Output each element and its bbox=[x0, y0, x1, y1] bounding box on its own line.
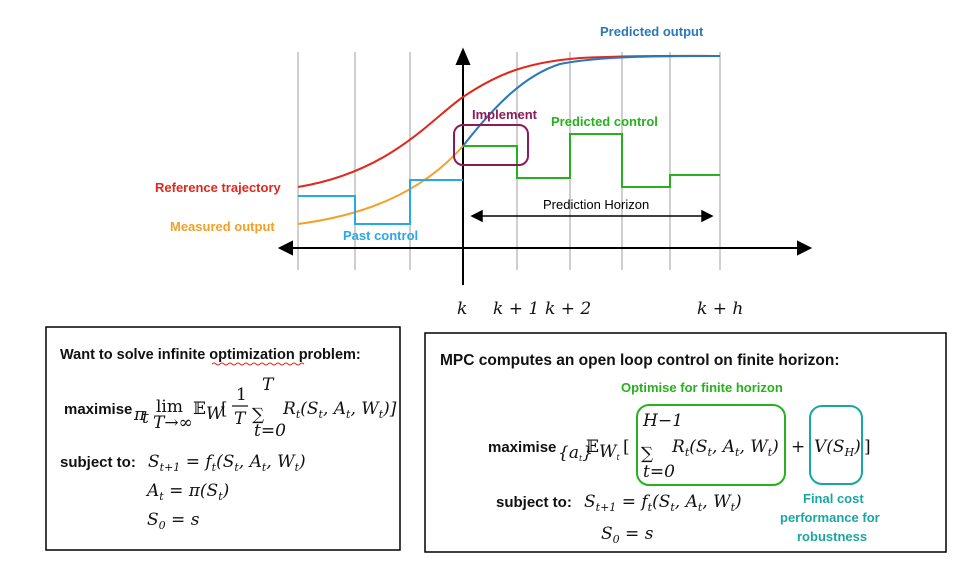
left-box-title: Want to solve infinite optimization prob… bbox=[60, 347, 361, 363]
tick-k-plus-h: k + h bbox=[697, 299, 743, 319]
right-constraint-initial: S0 = s bbox=[601, 524, 654, 546]
measured-output-curve bbox=[297, 145, 464, 225]
left-lim-sub: T→∞ bbox=[153, 413, 193, 433]
right-sub-a: {at} bbox=[558, 443, 593, 463]
mpc-box: MPC computes an open loop control on fin… bbox=[424, 332, 947, 553]
reference-trajectory-label: Reference trajectory bbox=[155, 180, 281, 195]
left-sum-bottom: t=0 bbox=[254, 421, 286, 441]
right-plus: + bbox=[791, 437, 805, 457]
measured-output-label: Measured output bbox=[170, 219, 275, 234]
left-sub-pi: π bbox=[133, 405, 146, 425]
right-constraint-dynamics: St+1 = ft(St, At, Wt) bbox=[584, 492, 742, 514]
implement-label: Implement bbox=[472, 107, 538, 122]
prediction-horizon-label: Prediction Horizon bbox=[543, 197, 649, 212]
right-sum-sign: ∑ bbox=[641, 444, 653, 464]
left-subject-to: subject to: bbox=[60, 454, 136, 471]
finite-horizon-sum-box bbox=[636, 404, 786, 486]
right-bracket-open: [ bbox=[623, 437, 630, 457]
left-frac-num: 1 bbox=[236, 385, 247, 405]
implement-box bbox=[453, 124, 529, 166]
tick-k-plus-1: k + 1 bbox=[493, 299, 539, 319]
left-objective-body: Rt(St, At, Wt)] bbox=[282, 399, 397, 421]
tick-k-plus-2: k + 2 bbox=[545, 299, 591, 319]
infinite-optimization-box: Want to solve infinite optimization prob… bbox=[45, 326, 401, 551]
optimise-finite-horizon-label: Optimise for finite horizon bbox=[621, 380, 783, 395]
predicted-output-label: Predicted output bbox=[600, 24, 704, 39]
left-sum-top: T bbox=[262, 375, 275, 395]
right-expect-sub: Wt bbox=[599, 442, 620, 462]
final-cost-box bbox=[809, 405, 863, 485]
left-constraint-policy: At = π(St) bbox=[145, 481, 229, 503]
final-cost-line1: Final cost bbox=[803, 491, 864, 506]
spellcheck-underline bbox=[211, 362, 305, 366]
right-sum-top: H−1 bbox=[642, 411, 683, 431]
left-bracket-open: [ bbox=[221, 399, 228, 419]
time-axis-arrow-left bbox=[277, 240, 293, 256]
left-constraint-initial: S0 = s bbox=[147, 510, 200, 532]
right-bracket-close: ] bbox=[864, 437, 871, 457]
axes bbox=[277, 47, 813, 285]
left-expect-sub: W bbox=[206, 404, 225, 424]
prediction-horizon-arrow bbox=[470, 209, 714, 223]
left-maximise: maximise bbox=[64, 401, 132, 418]
past-control-label: Past control bbox=[343, 228, 418, 243]
left-sum-sign: ∑ bbox=[252, 405, 264, 425]
past-control-steps bbox=[298, 179, 463, 225]
right-maximise: maximise bbox=[488, 439, 556, 456]
left-lim: lim bbox=[156, 397, 183, 417]
final-cost-line3: robustness bbox=[797, 529, 867, 544]
right-box-title: MPC computes an open loop control on fin… bbox=[440, 352, 840, 369]
right-objective-body: Rt(St, At, Wt) bbox=[671, 437, 779, 459]
time-axis-arrow-right bbox=[797, 240, 813, 256]
left-frac-den: T bbox=[234, 409, 247, 429]
predicted-output-curve bbox=[462, 55, 721, 147]
predicted-control-label: Predicted control bbox=[551, 114, 658, 129]
right-subject-to: subject to: bbox=[496, 494, 572, 511]
predicted-control-steps bbox=[463, 133, 720, 188]
right-expect: 𝔼 bbox=[586, 437, 599, 457]
right-sum-bottom: t=0 bbox=[643, 462, 675, 482]
vertical-axis-arrow bbox=[455, 47, 471, 65]
left-constraint-dynamics: St+1 = ft(St, At, Wt) bbox=[148, 452, 306, 474]
left-sub-pi-t: t bbox=[142, 408, 149, 428]
tick-k: k bbox=[457, 299, 467, 319]
left-expect: 𝔼 bbox=[193, 399, 206, 419]
right-final-term: V(SH) bbox=[814, 437, 861, 459]
final-cost-line2: performance for bbox=[780, 510, 880, 525]
